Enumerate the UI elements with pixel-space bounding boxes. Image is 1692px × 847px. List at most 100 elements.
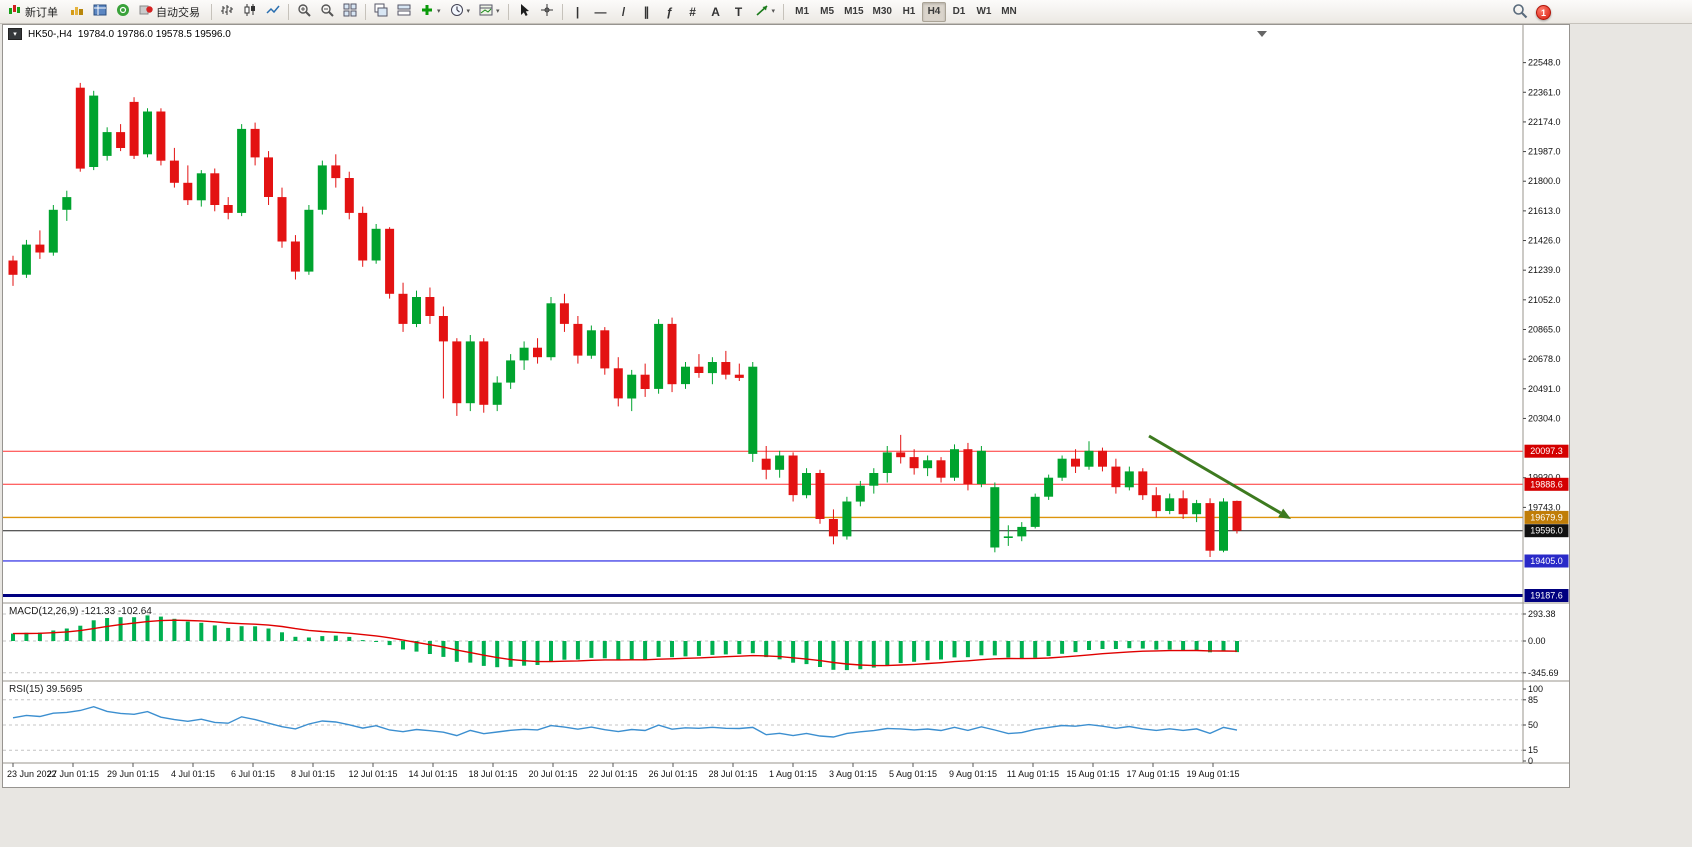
notification-badge[interactable]: 1	[1536, 5, 1551, 20]
chevron-down-icon: ▾	[496, 8, 500, 15]
svg-text:-345.69: -345.69	[1528, 668, 1559, 678]
timeframe-m15-button[interactable]: M15	[844, 6, 864, 17]
candles-group	[8, 82, 1242, 557]
arrange-windows-button[interactable]	[393, 2, 415, 22]
cascade-windows-button[interactable]	[370, 2, 392, 22]
timeframe-d1-button[interactable]: D1	[952, 6, 966, 17]
svg-text:20678.0: 20678.0	[1528, 354, 1561, 364]
timeframe-w1-button[interactable]: W1	[976, 6, 992, 17]
new-order-button[interactable]: 新订单	[4, 2, 65, 22]
macd-signal-line	[12, 619, 1238, 667]
periods-button[interactable]: ▾	[446, 2, 475, 22]
svg-text:293.38: 293.38	[1528, 609, 1556, 619]
svg-text:22 Jul 01:15: 22 Jul 01:15	[588, 769, 637, 779]
profile-button[interactable]	[66, 2, 88, 22]
zoom-out-button[interactable]	[316, 2, 338, 22]
svg-text:0: 0	[1528, 756, 1533, 766]
timeframe-h1-button[interactable]: H1	[902, 6, 916, 17]
svg-text:18 Jul 01:15: 18 Jul 01:15	[468, 769, 517, 779]
trendline-tool-button[interactable]: /	[613, 2, 635, 22]
svg-text:100: 100	[1528, 684, 1543, 694]
shapes-tool-button[interactable]: ▾	[751, 2, 780, 22]
timeframe-m30-button[interactable]: M30	[872, 6, 892, 17]
template-icon	[479, 3, 493, 20]
cursor-icon	[517, 3, 531, 20]
new-order-label: 新订单	[25, 6, 58, 19]
timeframe-h4-button[interactable]: H4	[921, 1, 946, 22]
svg-text:21800.0: 21800.0	[1528, 176, 1561, 186]
fibonacci-tool-button[interactable]: ƒ	[659, 2, 681, 22]
text-tool-button[interactable]: A	[705, 2, 727, 22]
svg-text:4 Jul 01:15: 4 Jul 01:15	[171, 769, 215, 779]
channel-icon: ∥	[643, 4, 650, 19]
data-window-button[interactable]	[89, 2, 111, 22]
timeframe-m1-button[interactable]: M1	[795, 6, 810, 17]
svg-text:21987.0: 21987.0	[1528, 147, 1561, 157]
chart-canvas[interactable]: 22548.0 22361.0 22174.0 21987.0 21800.0 21613…	[3, 25, 1569, 787]
gold-chart-icon	[70, 3, 84, 20]
toolbar-separator	[211, 3, 212, 20]
grid-tool-button[interactable]: #	[682, 2, 704, 22]
grid-icon: #	[689, 4, 696, 19]
label-tool-button[interactable]: T	[728, 2, 750, 22]
panel-separators	[3, 25, 1569, 764]
bar-chart-icon	[220, 3, 234, 20]
crosshair-icon	[540, 3, 554, 20]
toolbar-separator	[288, 3, 289, 20]
svg-text:20 Jul 01:15: 20 Jul 01:15	[528, 769, 577, 779]
horizontal-line-tool-button[interactable]: —	[590, 2, 612, 22]
templates-button[interactable]: ▾	[475, 2, 504, 22]
svg-text:21426.0: 21426.0	[1528, 236, 1561, 246]
svg-text:26 Jul 01:15: 26 Jul 01:15	[648, 769, 697, 779]
auto-trading-icon	[139, 3, 153, 20]
indicators-button[interactable]: ▾	[416, 2, 445, 22]
chart-shift-marker	[1257, 31, 1267, 37]
cascade-windows-icon	[374, 3, 388, 20]
auto-trading-button[interactable]: 自动交易	[135, 2, 207, 22]
rsi-indicator-label: RSI(15) 39.5695	[9, 684, 83, 695]
zoom-in-button[interactable]	[293, 2, 315, 22]
price-axis: 22548.0 22361.0 22174.0 21987.0 21800.0 21613…	[1523, 58, 1561, 512]
svg-text:22174.0: 22174.0	[1528, 117, 1561, 127]
svg-text:11 Aug 01:15: 11 Aug 01:15	[1007, 769, 1059, 779]
toolbar-separator	[561, 3, 563, 20]
chart-ohlc-values: 19784.0 19786.0 19578.5 19596.0	[77, 28, 231, 40]
bar-chart-mode-button[interactable]	[216, 2, 238, 22]
toolbar-separator	[507, 3, 509, 20]
svg-text:12 Jul 01:15: 12 Jul 01:15	[348, 769, 397, 779]
svg-text:21239.0: 21239.0	[1528, 265, 1561, 275]
toolbar-separator	[365, 3, 366, 20]
community-button[interactable]	[112, 2, 134, 22]
svg-text:50: 50	[1528, 720, 1538, 730]
search-icon[interactable]	[1512, 3, 1528, 22]
svg-text:21613.0: 21613.0	[1528, 206, 1561, 216]
timeframe-mn-button[interactable]: MN	[1001, 6, 1017, 17]
chevron-down-icon: ▾	[771, 8, 776, 15]
price-lines	[3, 450, 1523, 597]
fibonacci-icon: ƒ	[666, 4, 673, 19]
chart-window: 22548.0 22361.0 22174.0 21987.0 21800.0 21613…	[2, 24, 1570, 788]
vertical-line-tool-button[interactable]: |	[567, 2, 589, 22]
new-order-icon	[8, 3, 22, 20]
svg-text:20097.3: 20097.3	[1530, 446, 1563, 456]
svg-text:20865.0: 20865.0	[1528, 325, 1561, 335]
line-chart-icon	[266, 3, 280, 20]
one-click-trading-button[interactable]: ▾	[8, 28, 22, 40]
svg-text:22361.0: 22361.0	[1528, 87, 1561, 97]
crosshair-tool-button[interactable]	[536, 2, 558, 22]
cursor-tool-button[interactable]	[513, 2, 535, 22]
arrange-windows-icon	[397, 3, 411, 20]
svg-text:1 Aug 01:15: 1 Aug 01:15	[769, 769, 817, 779]
rsi-line	[12, 705, 1238, 738]
line-chart-mode-button[interactable]	[262, 2, 284, 22]
horizontal-line-icon: —	[594, 4, 607, 19]
timeframe-m5-button[interactable]: M5	[820, 6, 835, 17]
candlestick-mode-button[interactable]	[239, 2, 261, 22]
tile-windows-button[interactable]	[339, 2, 361, 22]
svg-text:85: 85	[1528, 695, 1538, 705]
channel-tool-button[interactable]: ∥	[636, 2, 658, 22]
svg-text:8 Jul 01:15: 8 Jul 01:15	[291, 769, 335, 779]
